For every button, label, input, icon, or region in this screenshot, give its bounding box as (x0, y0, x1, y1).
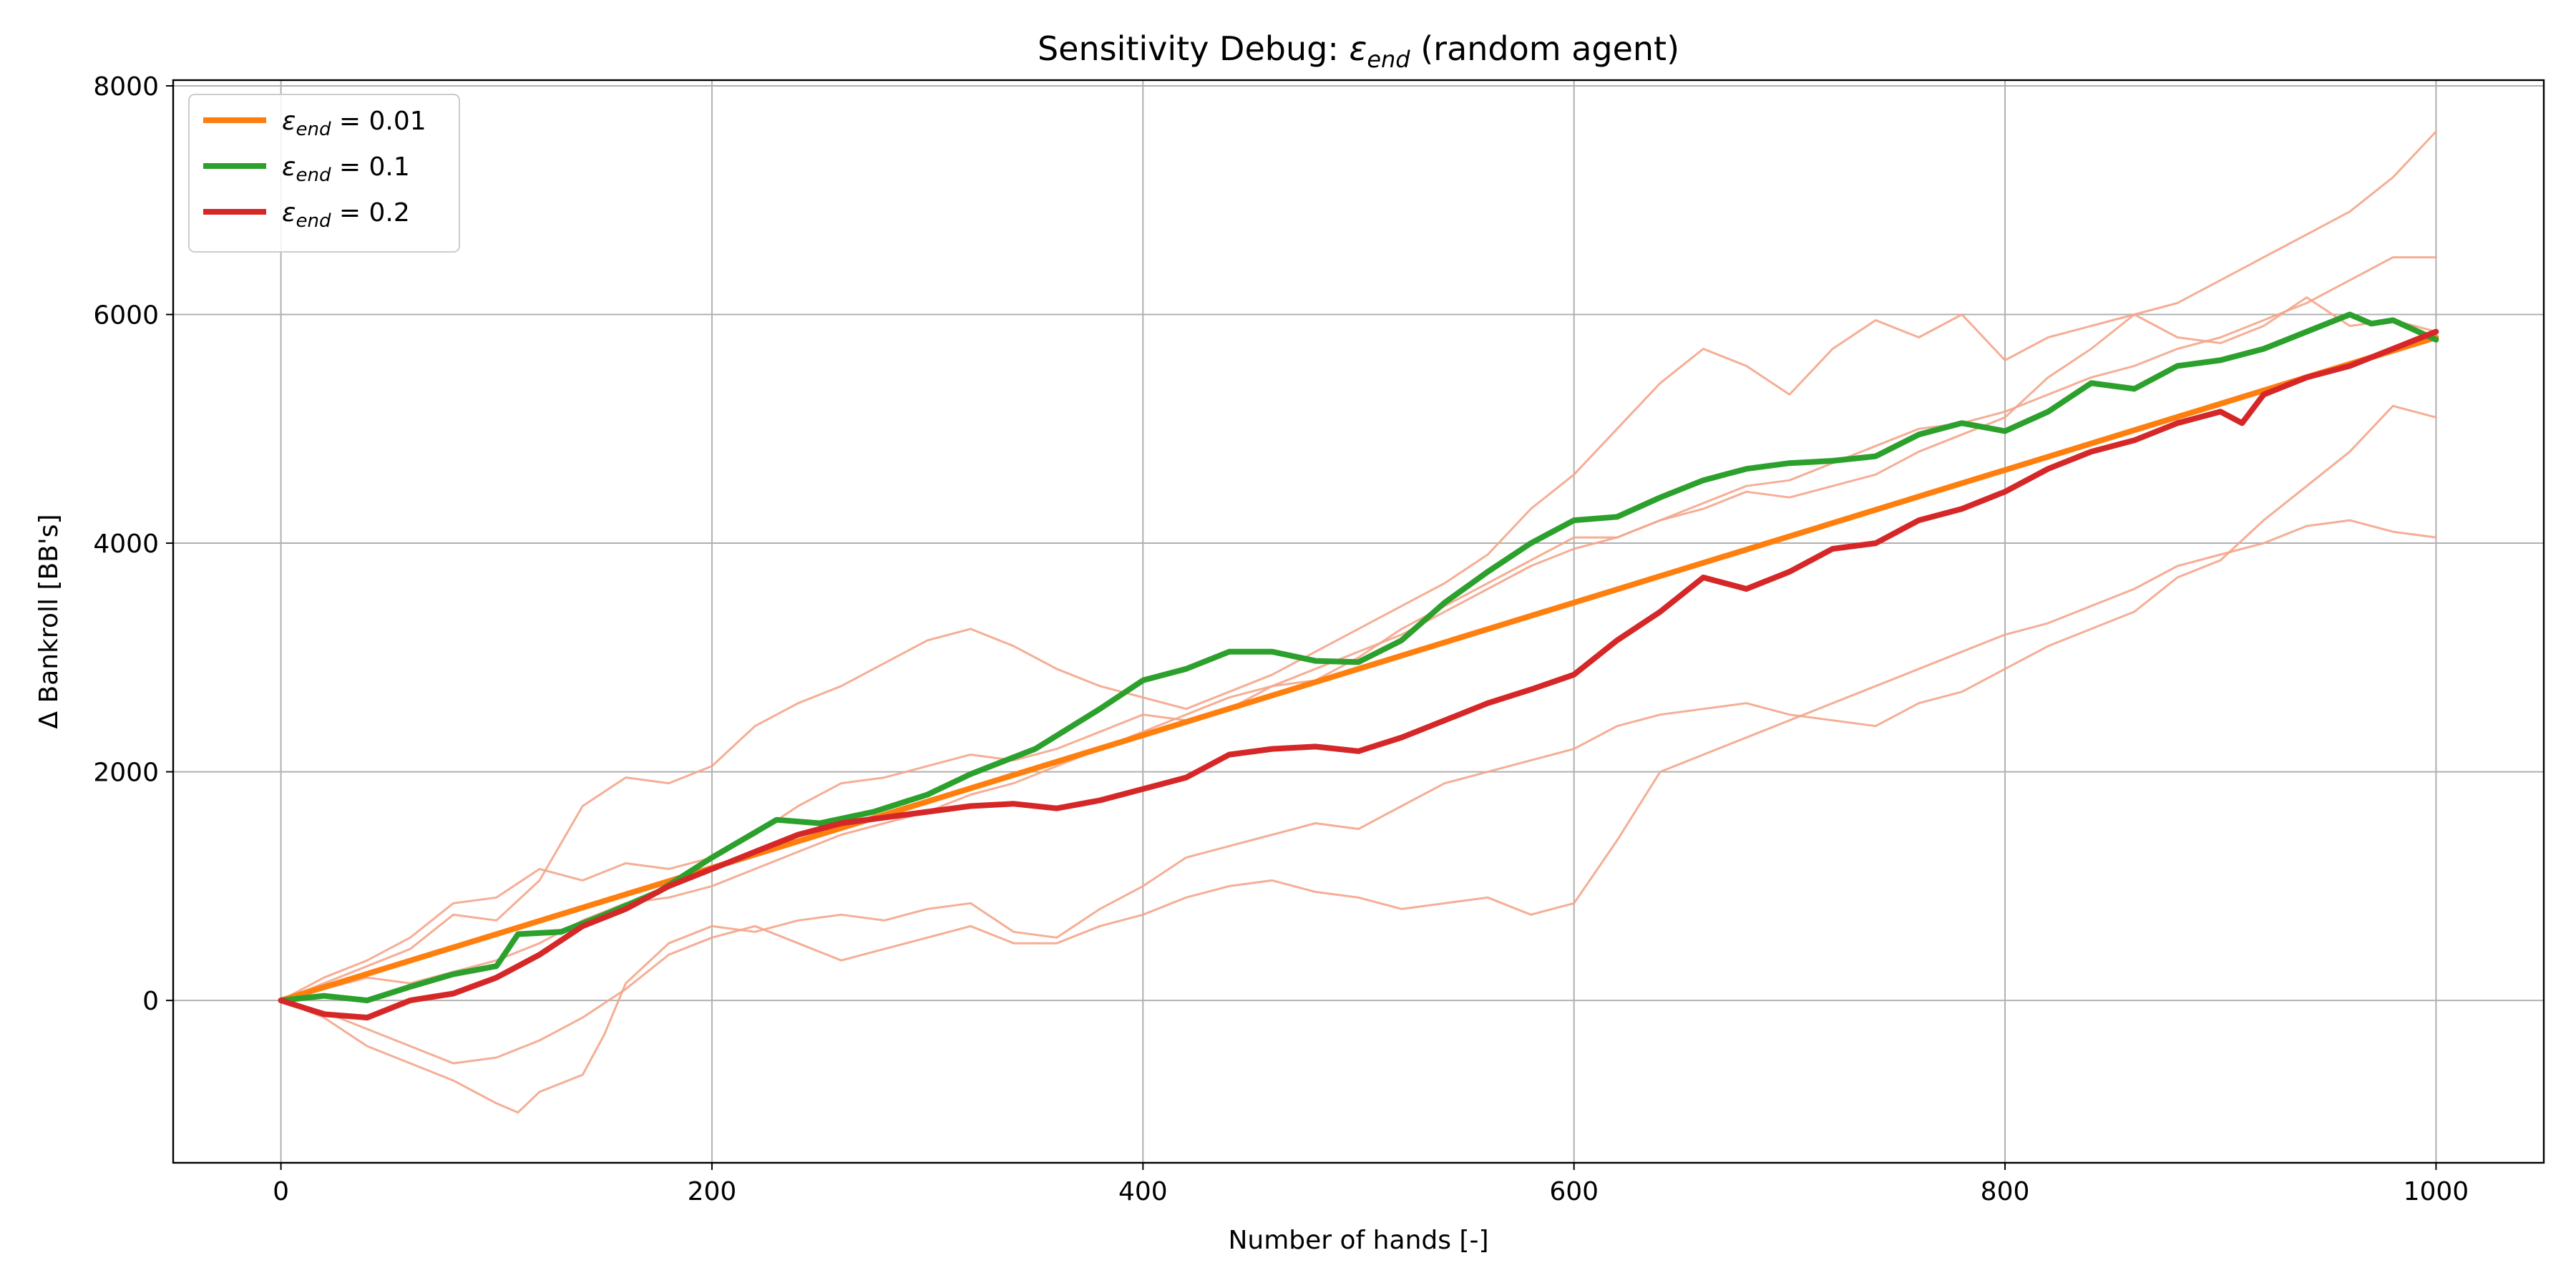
legend-value: = 0.01 (331, 107, 426, 136)
x-tick-label: 0 (273, 1177, 289, 1206)
legend-value: = 0.1 (331, 152, 409, 182)
y-axis-label: Δ Bankroll [BB's] (34, 514, 64, 728)
legend-entry: εend = 0.1 (282, 152, 410, 186)
run-line (280, 130, 2437, 1002)
legend-entry: εend = 0.01 (282, 107, 426, 140)
legend-subscript: end (296, 119, 331, 140)
legend-symbol: ε (282, 152, 296, 182)
legend-entry: εend = 0.2 (282, 198, 410, 232)
grid-lines (173, 80, 2544, 1163)
legend-value: = 0.2 (331, 198, 409, 228)
legend-symbol: ε (282, 198, 296, 228)
x-tick-label: 800 (1981, 1177, 2030, 1206)
x-tick-label: 400 (1118, 1177, 1168, 1206)
legend-symbol: ε (282, 107, 296, 136)
run-line (280, 519, 2437, 1065)
title-subscript: end (1367, 46, 1410, 73)
x-tick-label: 1000 (2404, 1177, 2469, 1206)
plot-frame (172, 79, 2545, 1164)
legend-subscript: end (296, 165, 331, 186)
x-tick-label: 200 (688, 1177, 737, 1206)
y-tick-label: 4000 (93, 530, 159, 559)
x-axis-label: Number of hands [-] (1228, 1226, 1488, 1255)
title-prefix: Sensitivity Debug: (1038, 29, 1350, 68)
plot-area (278, 130, 2439, 1114)
run-line (280, 296, 2437, 1002)
title-symbol: ε (1349, 29, 1367, 68)
y-tick-label: 8000 (93, 72, 159, 102)
title-suffix: (random agent) (1410, 29, 1679, 68)
series-line-2 (278, 328, 2439, 1021)
legend-subscript: end (296, 210, 331, 232)
y-tick-label: 0 (142, 987, 159, 1016)
axis-ticks: 0 200 400 600 800 1000 0 2000 4000 6000 8000 (93, 72, 2469, 1206)
chart-title: Sensitivity Debug: εend (random agent) (1038, 29, 1679, 73)
y-tick-label: 2000 (93, 758, 159, 788)
run-line (280, 404, 2437, 1114)
x-tick-label: 600 (1549, 1177, 1599, 1206)
series-line-0 (278, 334, 2439, 1004)
y-tick-label: 6000 (93, 301, 159, 331)
